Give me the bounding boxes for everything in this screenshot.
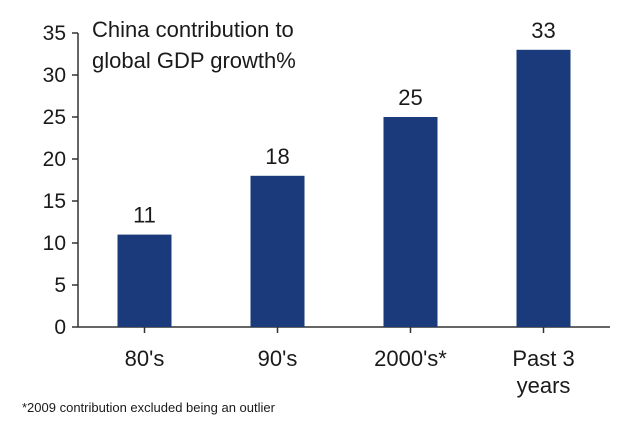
- footnote: *2009 contribution excluded being an out…: [22, 400, 276, 415]
- y-axis-ticks: 0 5 10 15 20 25 30 35: [43, 22, 78, 339]
- data-label: 25: [398, 85, 422, 110]
- x-tick-label: Past 3: [512, 346, 574, 371]
- y-tick-label: 10: [43, 232, 66, 255]
- y-tick-label: 0: [54, 316, 66, 339]
- y-tick-label: 20: [43, 148, 66, 171]
- chart-title-line-1: China contribution to: [92, 17, 294, 42]
- y-tick-label: 5: [54, 274, 66, 297]
- data-label: 33: [531, 18, 555, 43]
- chart-title: China contribution to global GDP growth%: [92, 17, 296, 73]
- x-tick-label: 80's: [125, 346, 165, 371]
- chart-title-line-2: global GDP growth%: [92, 48, 296, 73]
- data-labels: 11 18 25 33: [133, 18, 556, 228]
- y-tick-label: 30: [43, 64, 66, 87]
- bar: [383, 117, 438, 327]
- x-tick-label: 2000's*: [374, 346, 447, 371]
- y-tick-label: 25: [43, 106, 66, 129]
- x-tick-label: years: [517, 373, 571, 398]
- bar: [250, 175, 305, 327]
- x-tick-label: 90's: [258, 346, 298, 371]
- bars: [117, 49, 571, 333]
- y-tick-label: 35: [43, 22, 66, 45]
- bar: [117, 234, 172, 327]
- bar: [516, 49, 571, 328]
- y-tick-label: 15: [43, 190, 66, 213]
- data-label: 11: [133, 203, 156, 228]
- data-label: 18: [265, 144, 289, 169]
